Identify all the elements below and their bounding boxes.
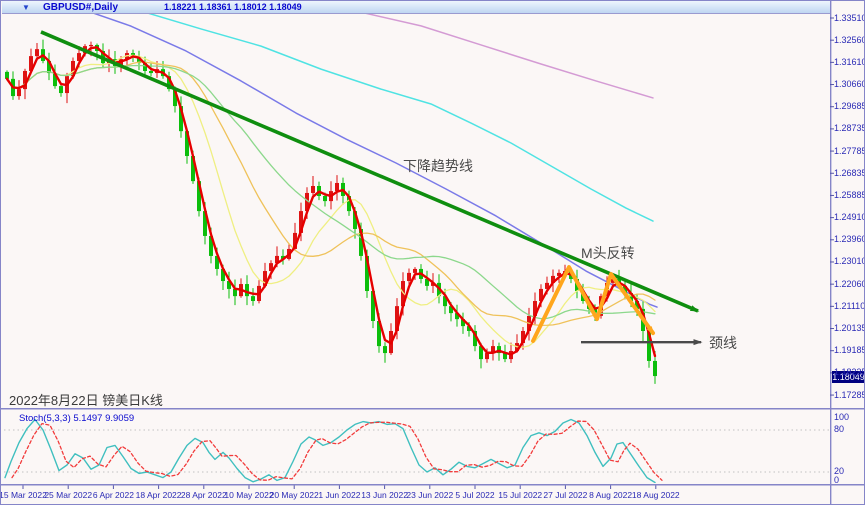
chart-header: ▼ GBPUSD#,Daily 1.18221 1.18361 1.18012 … xyxy=(2,1,830,14)
date-axis-label: 23 Jun 2022 xyxy=(406,490,454,500)
price-axis-label: 1.17285 xyxy=(834,389,865,400)
stoch-scale-label: 100 xyxy=(834,412,850,422)
price-axis-label: 1.25885 xyxy=(834,189,865,200)
cyan-ma-line xyxy=(148,14,654,222)
date-axis-label: 5 Jul 2022 xyxy=(455,490,495,500)
date-axis-label: 20 May 2022 xyxy=(269,490,319,500)
date-axis-label: 8 Aug 2022 xyxy=(589,490,633,500)
date-axis-label: 27 Jul 2022 xyxy=(543,490,588,500)
date-axis-label: 15 Mar 2022 xyxy=(0,490,47,500)
price-axis-label: 1.23010 xyxy=(834,256,865,267)
date-axis-label: 15 Jul 2022 xyxy=(498,490,543,500)
price-axis-label: 1.18235 xyxy=(834,367,865,378)
price-axis-label: 1.31610 xyxy=(834,56,865,67)
symbol-title: GBPUSD#,Daily xyxy=(43,2,119,13)
date-axis-label: 18 Apr 2022 xyxy=(135,490,182,500)
price-axis-label: 1.33510 xyxy=(834,12,865,23)
date-axis-label: 28 Apr 2022 xyxy=(180,490,227,500)
stochastic-pane[interactable] xyxy=(4,418,829,483)
m-top-annotation: M头反转 xyxy=(581,245,635,261)
stoch-scale-label: 80 xyxy=(834,424,845,434)
price-axis-label: 1.19185 xyxy=(834,345,865,356)
chart-caption: 2022年8月22日 镑美日K线 xyxy=(9,393,163,408)
price-pane[interactable] xyxy=(5,7,703,384)
date-axis-label: 1 Jun 2022 xyxy=(318,490,361,500)
light-green-ma-line xyxy=(6,64,656,320)
stoch-k-line xyxy=(4,418,656,483)
price-axis-label: 1.26835 xyxy=(834,167,865,178)
stoch-d-line xyxy=(11,420,663,481)
price-axis-label: 1.30660 xyxy=(834,79,865,90)
price-axis-label: 1.27785 xyxy=(834,145,865,156)
pink-ma-line xyxy=(365,14,654,99)
stochastic-indicator-label: Stoch(5,3,3) 5.1497 9.9059 xyxy=(19,413,135,424)
price-axis-label: 1.32560 xyxy=(834,34,865,45)
stoch-scale-label: 20 xyxy=(834,466,845,476)
collapse-chart-icon[interactable]: ▼ xyxy=(22,3,30,12)
price-axis-label: 1.21110 xyxy=(834,300,865,311)
price-axis-label: 1.24910 xyxy=(834,212,865,223)
ohlc-values: 1.18221 1.18361 1.18012 1.18049 xyxy=(164,2,302,12)
price-axis-label: 1.20135 xyxy=(834,323,865,334)
price-axis-label: 1.22060 xyxy=(834,278,865,289)
price-axis-label: 1.23960 xyxy=(834,234,865,245)
date-axis-label: 13 Jun 2022 xyxy=(361,490,408,500)
trendline-annotation: 下降趋势线 xyxy=(403,158,473,174)
candles-layer xyxy=(5,39,657,384)
date-axis-label: 10 May 2022 xyxy=(224,490,274,500)
price-axis-label: 1.28735 xyxy=(834,123,865,134)
current-price-badge: 1.18049 xyxy=(832,371,865,383)
date-axis-label: 6 Apr 2022 xyxy=(92,490,134,500)
descending-trendline[interactable] xyxy=(40,30,700,313)
date-axis-label: 18 Aug 2022 xyxy=(631,490,680,500)
date-axis-label: 25 Mar 2022 xyxy=(44,490,93,500)
price-axis-label: 1.29685 xyxy=(834,101,865,112)
stoch-scale-label: 0 xyxy=(834,475,840,485)
neckline-annotation: 颈线 xyxy=(709,335,737,351)
blue-ma-line xyxy=(93,14,658,308)
